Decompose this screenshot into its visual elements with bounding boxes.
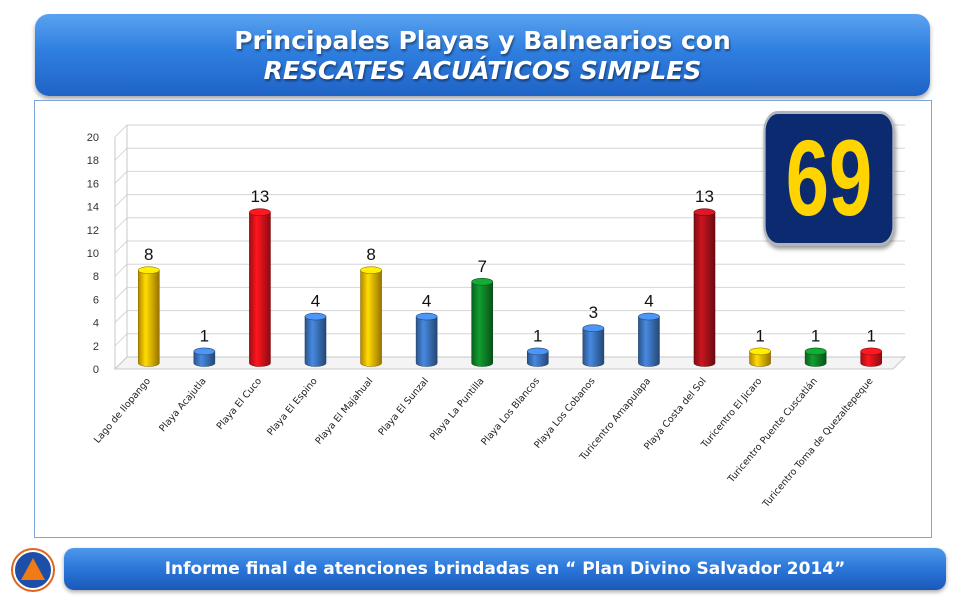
- x-tick-label: Playa Los Blancos: [479, 376, 542, 448]
- y-tick-label: 10: [87, 248, 99, 260]
- civil-protection-logo-icon: [13, 550, 53, 590]
- x-tick-label: Playa El Majahual: [313, 376, 375, 447]
- gridline: [114, 263, 128, 277]
- y-tick-label: 8: [93, 271, 99, 283]
- gridline: [114, 124, 128, 138]
- bar-top: [526, 347, 549, 356]
- data-label: 1: [755, 326, 764, 345]
- gridline: [114, 333, 128, 347]
- bar: [804, 351, 827, 367]
- bar: [582, 327, 605, 367]
- gridline: [114, 310, 128, 323]
- bar: [693, 211, 716, 367]
- data-label: 1: [533, 326, 542, 345]
- bar-top: [360, 266, 382, 274]
- gridline: [114, 287, 128, 300]
- data-label: 13: [250, 187, 269, 206]
- x-tick-label: Turicentro Puente Cuscatlán: [725, 376, 820, 486]
- gridline: [114, 194, 128, 207]
- data-label: 3: [589, 303, 598, 322]
- bar-top: [749, 347, 771, 356]
- data-label: 7: [477, 257, 486, 276]
- y-tick-label: 0: [93, 364, 99, 376]
- y-tick-label: 2: [93, 341, 99, 353]
- x-tick-label: Turicentro El Jicaro: [699, 376, 765, 451]
- bar: [360, 269, 382, 367]
- footer-banner: Informe final de atenciones brindadas en…: [64, 548, 946, 590]
- bar: [249, 211, 271, 367]
- page-subtitle: RESCATES ACUÁTICOS SIMPLES: [263, 56, 702, 85]
- bar-top: [249, 208, 271, 216]
- gridline: [114, 147, 128, 161]
- data-label: 8: [366, 245, 375, 264]
- x-tick-label: Turicentro Toma de Quezaltepeque: [760, 376, 875, 511]
- total-badge: 69: [763, 111, 895, 246]
- bar: [526, 351, 549, 367]
- x-tick-label: Playa Los Cobanos: [532, 376, 597, 451]
- bar-top: [860, 347, 883, 356]
- page-title: Principales Playas y Balnearios con: [234, 26, 731, 55]
- title-banner: Principales Playas y Balnearios con RESC…: [35, 14, 930, 96]
- bar: [749, 351, 771, 367]
- bar-top: [304, 312, 327, 321]
- bar: [860, 351, 883, 367]
- x-tick-label: Playa Costa del Sol: [642, 376, 709, 453]
- bar: [415, 316, 438, 367]
- y-tick-label: 4: [93, 318, 99, 330]
- bar-top: [137, 266, 160, 274]
- bar: [638, 316, 660, 367]
- gridline: [114, 171, 128, 184]
- data-label: 1: [811, 326, 820, 345]
- x-tick-label: Playa El Cuco: [215, 376, 265, 432]
- bar: [304, 316, 327, 367]
- data-label: 13: [695, 187, 714, 206]
- x-tick-label: Playa El Sunzal: [376, 376, 431, 438]
- bar-top: [693, 208, 716, 216]
- bar-top: [638, 312, 660, 321]
- bar-top: [193, 347, 216, 356]
- bar: [471, 281, 494, 367]
- bar-top: [415, 312, 438, 321]
- x-tick-label: Lago de Ilopango: [92, 376, 153, 446]
- y-tick-label: 6: [93, 294, 99, 306]
- data-label: 1: [200, 326, 209, 345]
- data-label: 4: [644, 292, 653, 311]
- data-label: 8: [144, 245, 153, 264]
- chart-floor: [113, 356, 907, 370]
- y-tick-label: 20: [87, 132, 99, 144]
- y-tick-label: 12: [87, 225, 99, 237]
- bar-top: [582, 324, 605, 332]
- x-tick-label: Playa Acajutla: [157, 376, 208, 434]
- y-tick-label: 16: [87, 178, 99, 190]
- y-tick-label: 14: [87, 202, 99, 214]
- y-tick-label: 18: [87, 155, 99, 167]
- data-label: 4: [311, 292, 320, 311]
- bar-top: [804, 347, 827, 356]
- bar-top: [471, 278, 494, 286]
- bar: [137, 269, 160, 367]
- data-label: 4: [422, 292, 431, 311]
- gridline: [114, 240, 128, 254]
- data-label: 1: [866, 326, 875, 345]
- bar: [193, 351, 216, 367]
- x-tick-label: Playa El Espino: [265, 376, 320, 438]
- gridline: [114, 217, 128, 231]
- x-tick-label: Playa La Puntilla: [428, 376, 486, 443]
